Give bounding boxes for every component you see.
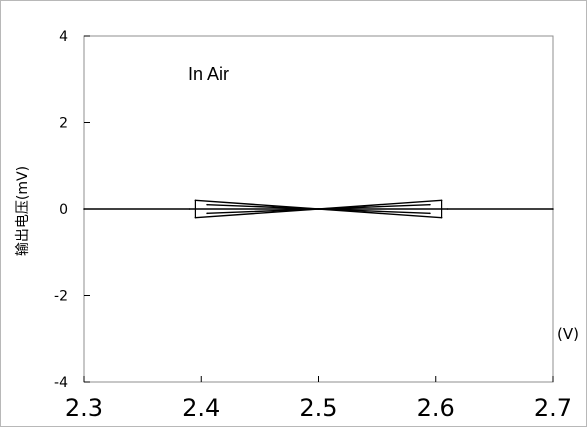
y-tick-label: -4 (54, 375, 68, 391)
data-point (206, 203, 208, 206)
x-unit-label: (V) (557, 325, 579, 343)
x-tick-label: 2.4 (182, 394, 220, 422)
y-tick-label: 0 (59, 202, 68, 218)
x-tick-label: 2.3 (65, 394, 103, 422)
x-tick-label: 2.7 (534, 394, 572, 422)
data-point (83, 208, 85, 210)
series-line-2 (195, 208, 442, 219)
data-point (206, 212, 208, 215)
y-axis-label: 输出电压(mV) (15, 166, 31, 256)
data-point (446, 208, 449, 210)
annotation-text: In Air (188, 64, 229, 84)
x-tick-label: 2.5 (299, 394, 337, 422)
series-line-1 (195, 199, 442, 210)
data-point (188, 208, 191, 210)
data-point (317, 208, 320, 210)
y-tick-label: -2 (54, 289, 68, 305)
data-point (429, 203, 431, 206)
marks-group: 4 2 0 -2 -4 2.3 2.4 2.5 2.6 2.7 (54, 29, 572, 422)
data-point (552, 208, 554, 210)
data-point (429, 212, 431, 215)
y-tick-label: 2 (59, 116, 68, 132)
x-tick-label: 2.6 (417, 394, 455, 422)
y-tick-label: 4 (59, 29, 68, 45)
